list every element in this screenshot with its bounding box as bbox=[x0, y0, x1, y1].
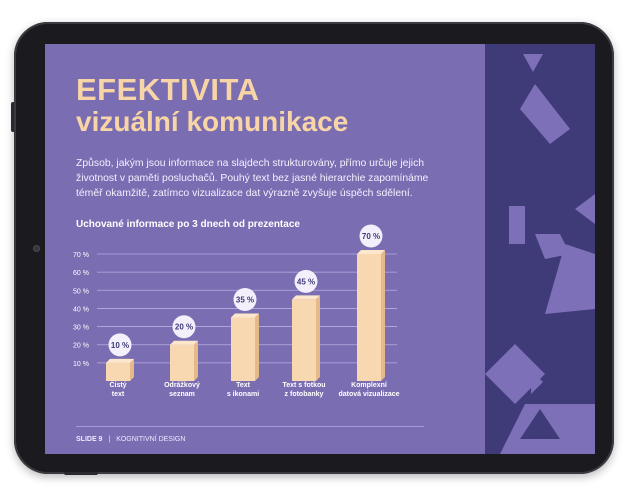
category-label: s ikonami bbox=[227, 391, 259, 398]
category-label: seznam bbox=[169, 391, 195, 398]
footer-slide-number: SLIDE 9 bbox=[76, 436, 103, 443]
value-badge bbox=[108, 333, 132, 357]
value-label: 70 % bbox=[362, 232, 380, 241]
value-badge bbox=[233, 288, 257, 311]
camera-icon bbox=[33, 245, 40, 252]
bar-side bbox=[255, 313, 259, 381]
slide-title: EFEKTIVITA bbox=[76, 72, 260, 107]
bar bbox=[292, 299, 316, 381]
slide-screen: EFEKTIVITA vizuální komunikace Způsob, j… bbox=[45, 44, 595, 454]
footer-separator: | bbox=[108, 436, 111, 443]
y-tick-label: 30 % bbox=[73, 325, 89, 332]
chart-title: Uchované informace po 3 dnech od prezent… bbox=[76, 219, 300, 230]
category-label: Odrážkový bbox=[164, 382, 200, 389]
category-label: Text s fotkou bbox=[282, 382, 325, 389]
y-tick-label: 40 % bbox=[73, 306, 89, 313]
y-tick-label: 70 % bbox=[73, 252, 89, 259]
footer-topic: KOGNITIVNÍ DESIGN bbox=[116, 436, 186, 443]
value-label: 20 % bbox=[175, 323, 193, 332]
value-label: 45 % bbox=[297, 277, 315, 286]
bar-chart: 10 % 20 % 30 % 40 % 50 % 60 % 70 % 10 % Čistý tex… bbox=[73, 224, 400, 398]
category-label: z fotobanky bbox=[285, 391, 324, 398]
bar-side bbox=[194, 340, 198, 381]
bar-top bbox=[106, 358, 134, 363]
category-label: Čistý bbox=[109, 380, 126, 389]
decorative-shapes bbox=[485, 44, 595, 454]
bar-side bbox=[130, 358, 134, 381]
category-label: Komplexní bbox=[351, 382, 388, 389]
volume-button bbox=[11, 102, 14, 132]
bar bbox=[357, 254, 381, 381]
bar-side bbox=[381, 250, 385, 381]
bar bbox=[170, 344, 194, 381]
bar-top bbox=[231, 313, 259, 318]
bar-side bbox=[316, 295, 320, 381]
slide-footer: SLIDE 9 | KOGNITIVNÍ DESIGN bbox=[76, 436, 185, 443]
category-label: datová vizualizace bbox=[338, 391, 399, 398]
slide-subtitle: vizuální komunikace bbox=[76, 106, 349, 137]
category-label: Text bbox=[236, 382, 251, 389]
bar bbox=[231, 317, 255, 381]
footer-divider bbox=[76, 426, 424, 427]
value-label: 35 % bbox=[236, 296, 254, 305]
bar bbox=[106, 362, 130, 381]
y-tick-label: 10 % bbox=[73, 361, 89, 368]
y-tick-label: 20 % bbox=[73, 343, 89, 350]
bar-top bbox=[292, 295, 320, 300]
slide-paragraph: Způsob, jakým jsou informace na slajdech… bbox=[76, 158, 429, 199]
bar-top bbox=[357, 250, 385, 254]
value-badge bbox=[172, 315, 196, 339]
power-button bbox=[64, 472, 98, 475]
value-label: 10 % bbox=[111, 341, 129, 350]
bar-top bbox=[170, 340, 198, 345]
y-tick-label: 60 % bbox=[73, 270, 89, 277]
value-badge bbox=[359, 224, 383, 248]
y-tick-label: 50 % bbox=[73, 288, 89, 295]
category-label: text bbox=[112, 391, 125, 398]
value-badge bbox=[294, 269, 318, 293]
